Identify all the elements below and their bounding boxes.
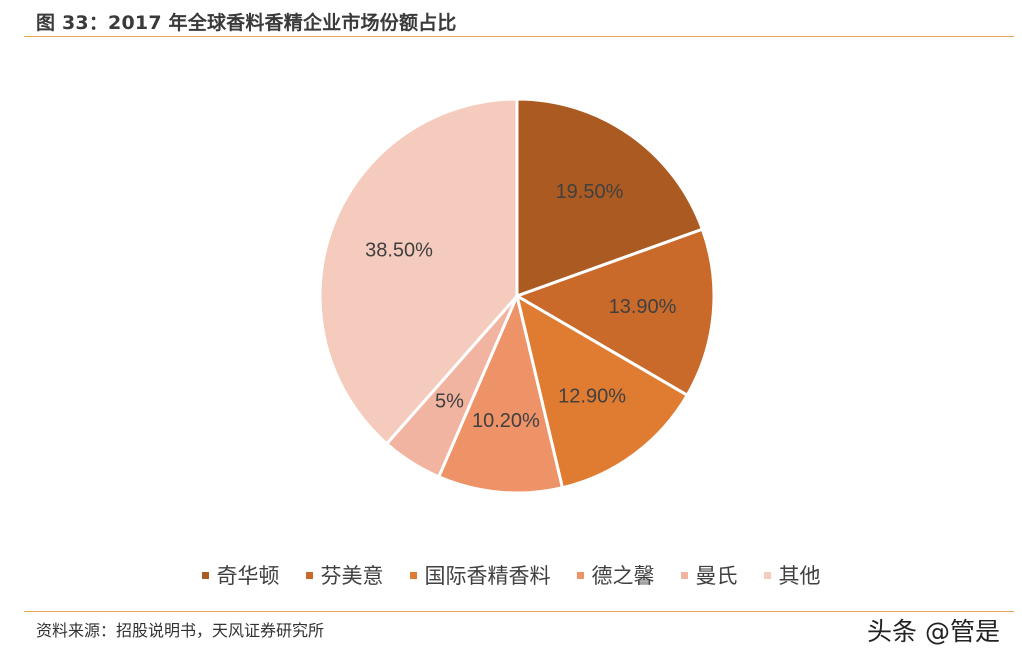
legend-item-6: 其他 xyxy=(763,560,821,590)
legend-item-5: 曼氏 xyxy=(680,560,738,590)
pie-slice-1 xyxy=(515,97,705,299)
legend-label: 芬美意 xyxy=(320,564,384,588)
slice-label-1: 19.50% xyxy=(556,181,624,203)
legend-label: 其他 xyxy=(778,564,821,588)
watermark-text: 头条 @管是 xyxy=(867,617,1000,646)
figure-title: 图 33：2017 年全球香料香精企业市场份额占比 xyxy=(36,12,457,34)
pie-slice-3 xyxy=(514,292,690,490)
legend-swatch xyxy=(201,571,209,579)
legend-item-1: 奇华顿 xyxy=(201,560,280,590)
legend-item-4: 德之馨 xyxy=(576,560,655,590)
bottom-divider xyxy=(24,611,1014,612)
slice-label-2: 13.90% xyxy=(609,296,677,318)
legend-swatch xyxy=(305,571,313,579)
pie-slice-6 xyxy=(318,97,519,446)
pie-slice-2 xyxy=(513,227,716,398)
slice-label-4: 10.20% xyxy=(472,410,540,432)
pie-slice-4 xyxy=(436,291,565,495)
slice-label-3: 12.90% xyxy=(558,386,626,408)
legend-item-2: 芬美意 xyxy=(305,560,384,590)
legend-label: 奇华顿 xyxy=(216,564,280,588)
legend-label: 曼氏 xyxy=(695,564,738,588)
legend-item-3: 国际香精香料 xyxy=(409,560,551,590)
legend-label: 德之馨 xyxy=(591,564,655,588)
legend-swatch xyxy=(763,571,771,579)
legend-swatch xyxy=(409,571,417,579)
source-note: 资料来源：招股说明书，天风证券研究所 xyxy=(36,621,325,640)
chart-legend: 奇华顿 芬美意 国际香精香料 德之馨 曼氏 其他 xyxy=(0,560,1022,590)
slice-label-6: 38.50% xyxy=(365,240,433,262)
legend-swatch xyxy=(680,571,688,579)
legend-label: 国际香精香料 xyxy=(424,564,551,588)
top-divider xyxy=(24,36,1014,37)
legend-swatch xyxy=(576,571,584,579)
slice-label-5: 5% xyxy=(435,391,464,413)
